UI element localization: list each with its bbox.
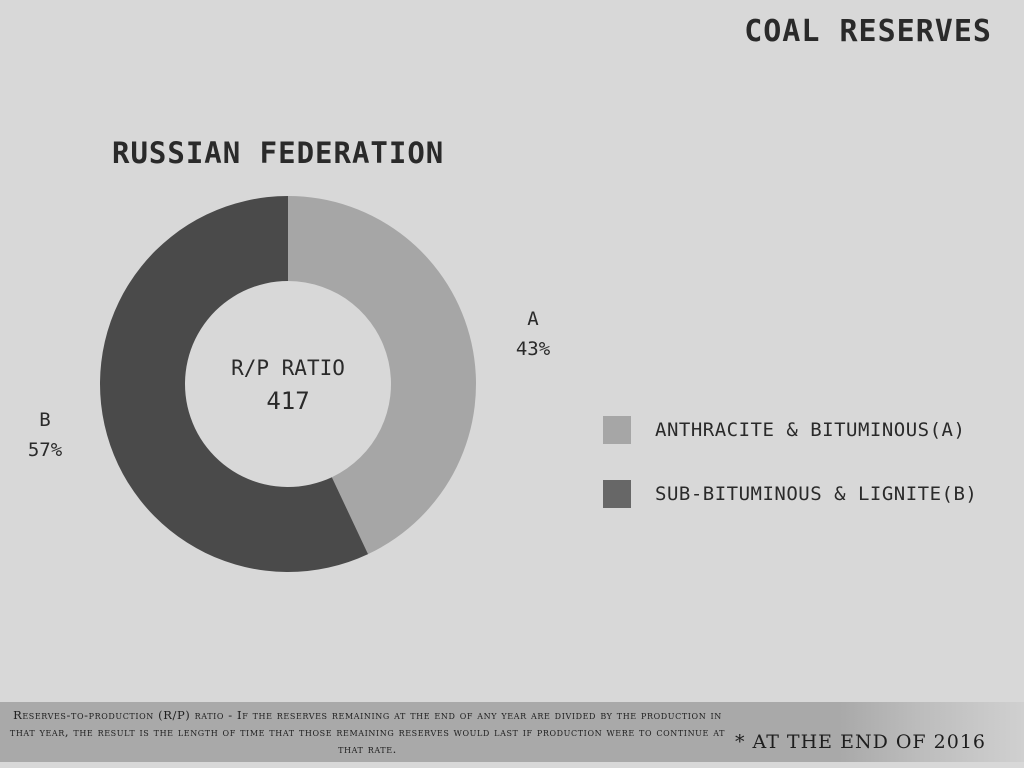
chart-title: RUSSIAN FEDERATION xyxy=(112,136,445,170)
donut-slice-b xyxy=(99,196,369,572)
slice-a-percent: 43% xyxy=(515,338,551,360)
footer-band xyxy=(0,702,1024,762)
rp-ratio-value: 417 xyxy=(266,387,310,415)
legend-item-a: ANTHRACITE & BITUMINOUS(A) xyxy=(603,414,977,446)
legend-swatch-a xyxy=(603,416,631,444)
slice-b-key: B xyxy=(39,409,51,431)
chart-legend: ANTHRACITE & BITUMINOUS(A) SUB-BITUMINOU… xyxy=(603,414,977,542)
donut-center-label: R/P RATIO 417 xyxy=(188,352,388,418)
slice-label-a: A 43% xyxy=(488,304,578,364)
legend-label-a: ANTHRACITE & BITUMINOUS(A) xyxy=(655,419,966,441)
donut-slice-a xyxy=(288,196,476,555)
legend-label-b: SUB-BITUMINOUS & LIGNITE(B) xyxy=(655,483,978,505)
rp-ratio-definition: Reserves-to-production (R/P) ratio - If … xyxy=(9,708,726,756)
legend-swatch-b xyxy=(603,480,631,508)
legend-item-b: SUB-BITUMINOUS & LIGNITE(B) xyxy=(603,478,977,510)
slice-b-percent: 57% xyxy=(27,439,63,461)
slice-a-key: A xyxy=(527,308,539,330)
date-note: * AT THE END OF 2016 xyxy=(734,731,986,753)
page-title: COAL RESERVES xyxy=(744,14,992,49)
slice-label-b: B 57% xyxy=(0,405,90,465)
rp-ratio-label: R/P RATIO xyxy=(231,356,345,380)
